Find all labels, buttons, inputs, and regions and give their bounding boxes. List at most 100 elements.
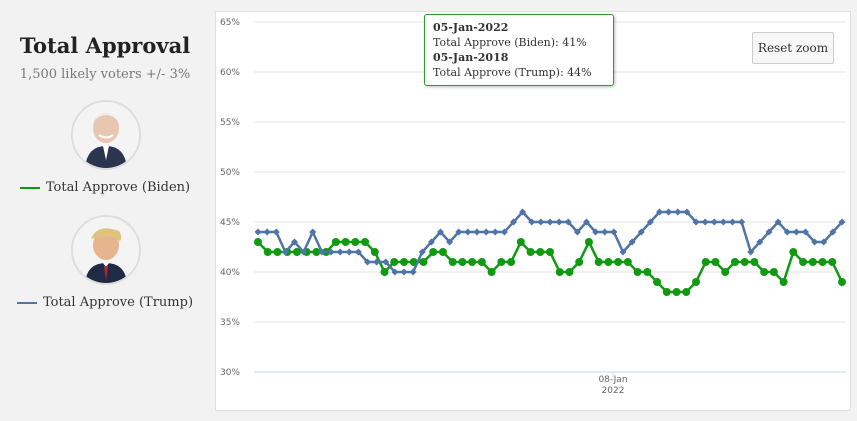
y-tick-label: 65% — [220, 18, 240, 28]
legend-label-biden: Total Approve (Biden) — [45, 180, 191, 195]
data-point-1 — [692, 218, 700, 226]
data-point-1 — [345, 248, 353, 256]
data-point-1 — [473, 228, 481, 236]
data-point-1 — [610, 228, 618, 236]
data-point-0 — [721, 268, 730, 276]
data-point-1 — [719, 218, 727, 226]
data-point-1 — [455, 228, 463, 236]
data-point-0 — [331, 238, 340, 246]
data-point-0 — [448, 258, 457, 266]
data-point-0 — [760, 268, 769, 276]
data-point-1 — [683, 208, 691, 216]
data-point-0 — [429, 248, 438, 256]
data-point-1 — [336, 248, 344, 256]
y-tick-label: 40% — [220, 268, 240, 278]
data-point-1 — [318, 248, 326, 256]
data-point-1 — [756, 238, 764, 246]
data-point-0 — [292, 248, 301, 256]
data-point-0 — [468, 258, 477, 266]
data-point-1 — [738, 218, 746, 226]
data-point-0 — [370, 248, 379, 256]
data-point-0 — [341, 238, 350, 246]
data-point-1 — [802, 228, 809, 236]
data-point-1 — [464, 228, 472, 236]
data-point-1 — [792, 228, 800, 236]
data-point-0 — [487, 268, 496, 276]
y-tick-label: 30% — [220, 368, 240, 378]
page-title: Total Approval — [19, 33, 191, 58]
legend-line-biden — [19, 186, 40, 189]
y-tick-label: 35% — [220, 318, 240, 328]
data-point-0 — [594, 258, 603, 266]
x-tick-label: 08-Jan — [598, 375, 627, 385]
y-tick-label: 55% — [220, 118, 240, 128]
biden-avatar-icon — [71, 100, 141, 170]
legend-item-trump[interactable]: Total Approve (Trump) — [0, 295, 210, 310]
data-point-1 — [354, 248, 362, 256]
data-point-1 — [281, 248, 289, 256]
data-point-0 — [390, 258, 399, 266]
data-point-0 — [701, 258, 710, 266]
data-point-1 — [637, 228, 645, 236]
legend-item-biden[interactable]: Total Approve (Biden) — [0, 180, 210, 195]
data-point-1 — [765, 228, 773, 236]
data-point-0 — [653, 278, 662, 286]
data-point-0 — [623, 258, 632, 266]
data-point-0 — [604, 258, 613, 266]
data-point-1 — [291, 238, 298, 246]
data-point-1 — [583, 218, 590, 226]
legend-label-trump: Total Approve (Trump) — [42, 295, 194, 310]
data-point-1 — [564, 218, 572, 226]
data-point-0 — [838, 278, 846, 286]
data-point-0 — [351, 238, 360, 246]
data-point-1 — [327, 248, 335, 256]
data-point-1 — [710, 218, 718, 226]
data-point-0 — [575, 258, 584, 266]
x-tick-sublabel: 2022 — [602, 386, 625, 396]
data-point-1 — [263, 228, 271, 236]
data-point-0 — [555, 268, 564, 276]
data-point-1 — [674, 208, 682, 216]
data-point-0 — [516, 238, 525, 246]
data-point-1 — [427, 238, 435, 246]
data-point-0 — [818, 258, 827, 266]
data-point-0 — [536, 248, 545, 256]
data-point-1 — [555, 218, 563, 226]
data-point-1 — [838, 218, 846, 226]
trump-avatar-icon — [71, 215, 141, 285]
tooltip-line-1: Total Approve (Biden): 41% — [433, 36, 587, 49]
data-point-1 — [382, 258, 390, 266]
data-point-0 — [458, 258, 467, 266]
data-point-1 — [482, 228, 490, 236]
data-point-0 — [643, 268, 652, 276]
data-point-1 — [811, 238, 819, 246]
data-point-1 — [309, 228, 317, 236]
data-point-1 — [537, 218, 545, 226]
data-point-1 — [747, 248, 755, 256]
data-point-0 — [400, 258, 408, 266]
data-point-0 — [662, 288, 671, 296]
data-point-0 — [361, 238, 370, 246]
reset-zoom-button[interactable]: Reset zoom — [752, 32, 834, 64]
data-point-0 — [779, 278, 788, 286]
data-point-0 — [312, 248, 321, 256]
data-point-0 — [614, 258, 623, 266]
data-point-1 — [500, 228, 508, 236]
y-tick-label: 50% — [220, 168, 240, 178]
data-point-0 — [497, 258, 506, 266]
data-point-1 — [272, 228, 280, 236]
data-point-1 — [573, 228, 581, 236]
chart-container: 30% 35% 40% 45% 50% 55% 60% 65% 08-Jan 2022 Reset… — [215, 11, 851, 411]
data-point-1 — [592, 228, 600, 236]
data-point-0 — [477, 258, 486, 266]
page-subtitle: 1,500 likely voters +/- 3% — [19, 67, 191, 82]
data-point-1 — [774, 218, 782, 226]
tooltip-date-1: 05-Jan-2022 — [433, 21, 509, 34]
data-point-0 — [750, 258, 759, 266]
data-point-0 — [730, 258, 739, 266]
data-point-1 — [373, 258, 381, 266]
tooltip-date-2: 05-Jan-2018 — [433, 51, 509, 64]
data-point-1 — [510, 218, 517, 226]
data-point-1 — [665, 208, 673, 216]
